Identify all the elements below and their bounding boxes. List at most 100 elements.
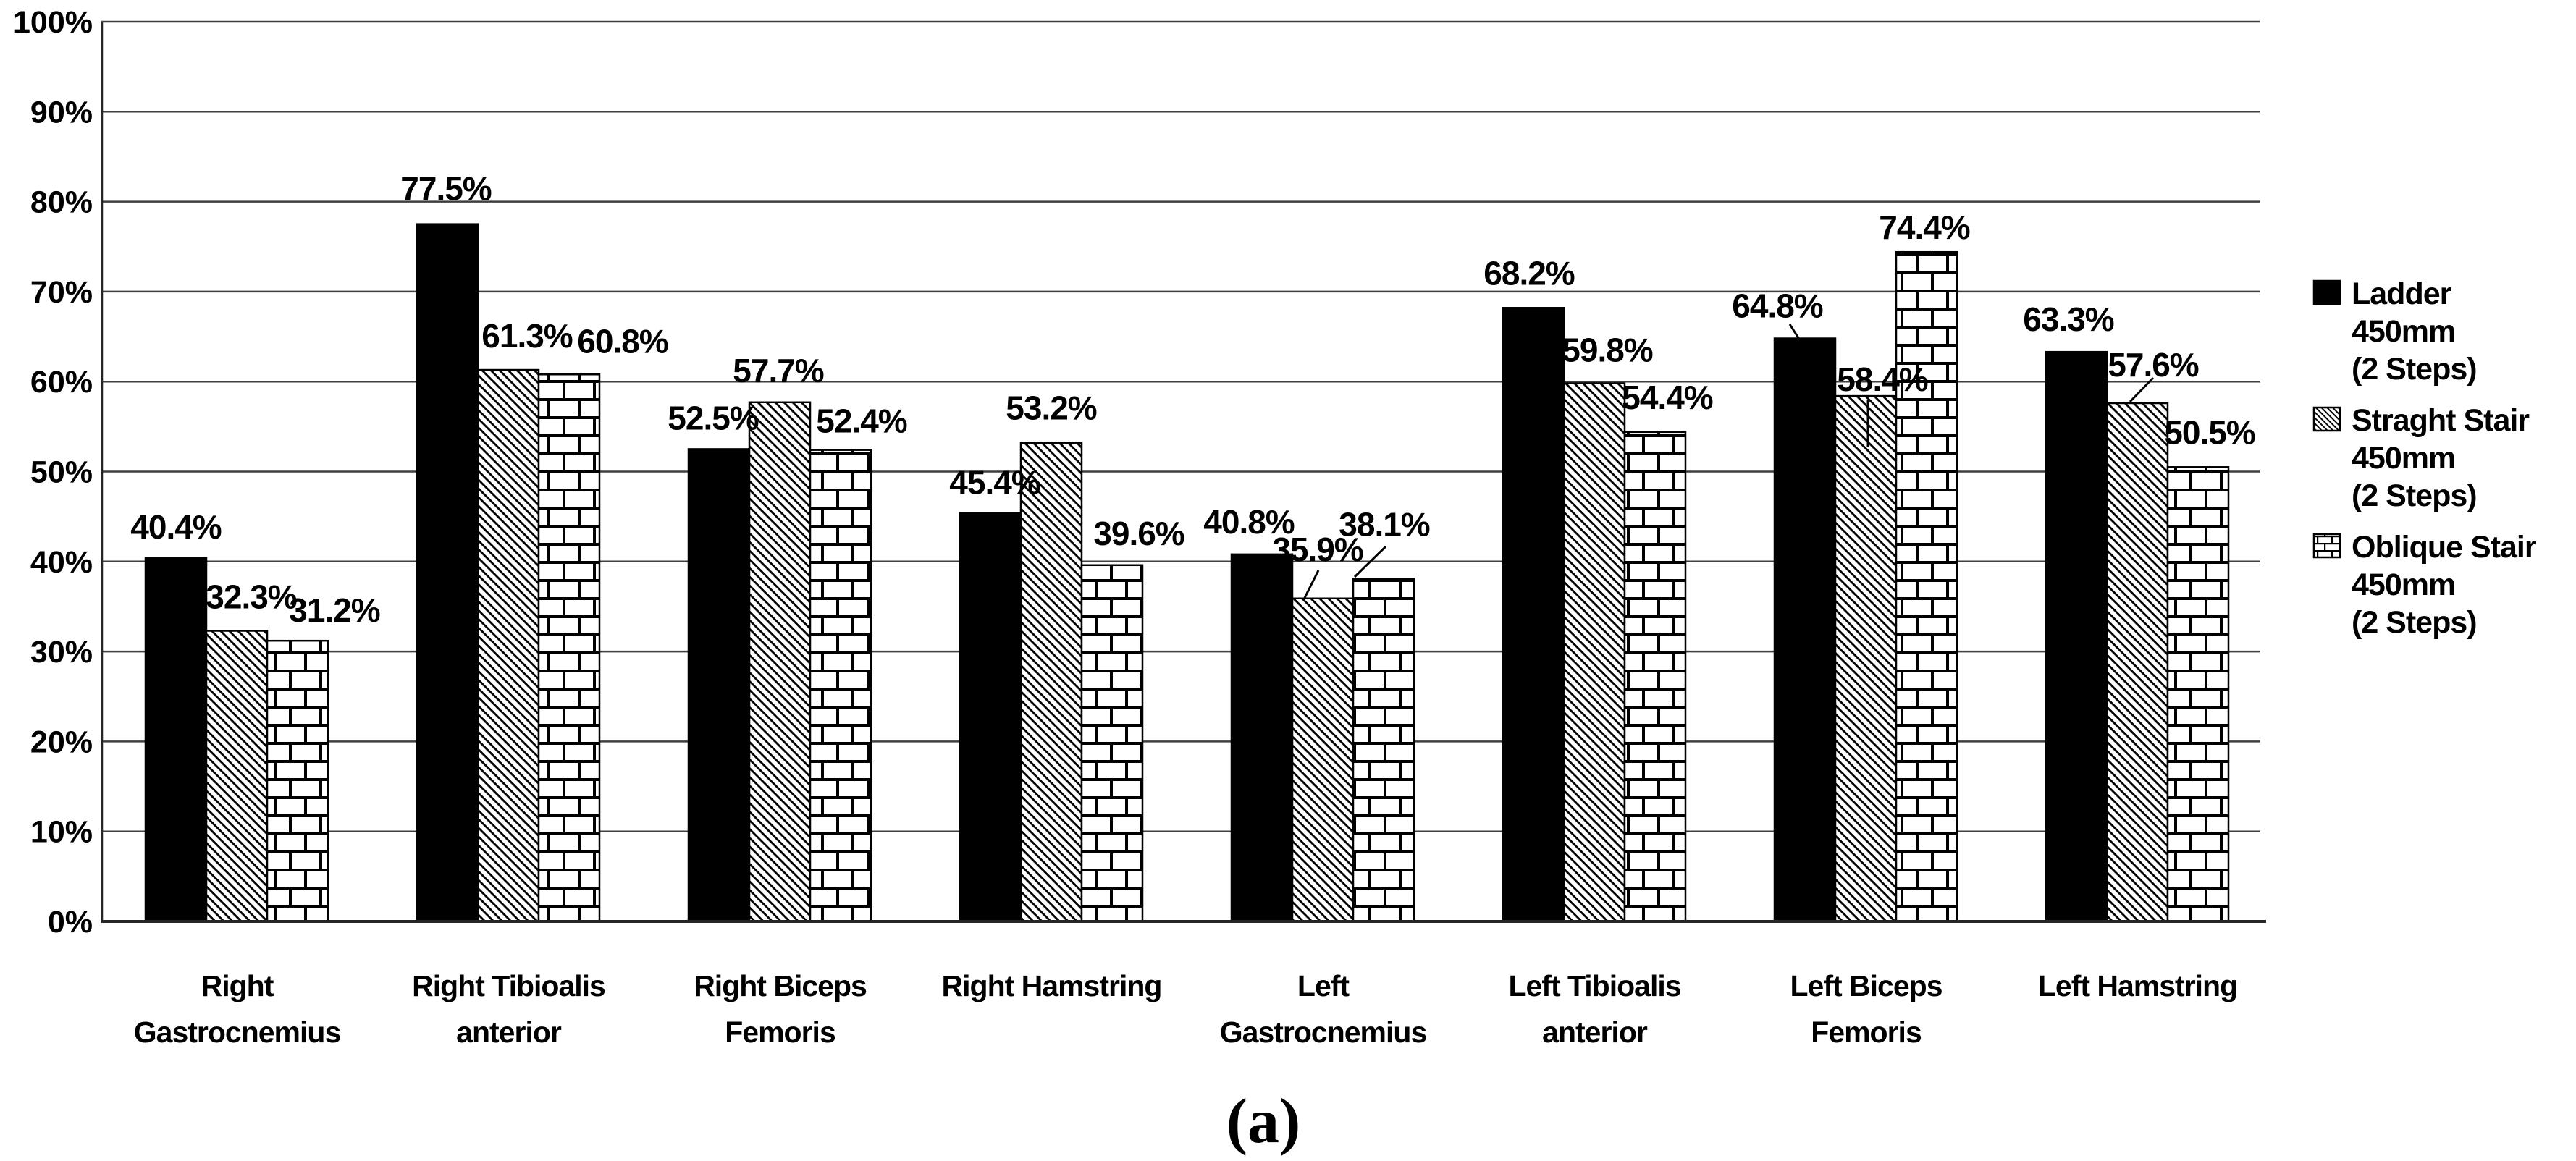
bar: [144, 557, 208, 923]
category-label: Right Biceps Femoris: [694, 969, 867, 1049]
category-label: Left Biceps Femoris: [1790, 969, 1942, 1049]
bar-label: 68.2%: [1483, 254, 1575, 292]
category-label-line: Right: [201, 969, 274, 1002]
bar-label: 40.4%: [130, 508, 222, 546]
bar-label: 35.9%: [1272, 531, 1363, 568]
bar-label: 74.4%: [1879, 208, 1970, 246]
bar: [1895, 250, 1958, 923]
y-tick-label: 80%: [30, 185, 93, 220]
bar-label: 59.8%: [1562, 332, 1653, 369]
bar-label: 53.2%: [1006, 389, 1097, 427]
y-tick-label: 10%: [30, 815, 93, 850]
legend-label-line: (2 Steps): [2352, 352, 2477, 387]
bar: [2166, 466, 2230, 923]
y-tick-label: 20%: [30, 725, 93, 759]
bar: [416, 223, 479, 923]
y-tick-label: 100%: [13, 5, 93, 40]
axes: [101, 22, 2266, 923]
bar: [205, 630, 269, 923]
y-tick-label: 60%: [30, 365, 93, 400]
bar-label: 40.8%: [1203, 503, 1295, 541]
bar-label: 58.4%: [1837, 360, 1928, 398]
category-label-line: Gastrocnemius: [1220, 1016, 1427, 1049]
category-label: Left Tibioalis anterior: [1508, 969, 1680, 1049]
legend-label-line: 450mm: [2352, 314, 2455, 349]
y-axis-tick-labels: 0% 10% 20% 30% 40% 50% 60% 70% 80% 90% 100%: [13, 5, 93, 940]
y-tick-label: 40%: [30, 545, 93, 580]
y-tick-label: 50%: [30, 455, 93, 490]
bar-label: 60.8%: [577, 322, 668, 360]
bar: [1562, 382, 1626, 923]
legend-label-line: (2 Steps): [2352, 605, 2477, 640]
category-label: Right Tibioalis anterior: [412, 969, 605, 1049]
bar: [2045, 350, 2108, 923]
bar: [1291, 597, 1355, 923]
bar: [1834, 394, 1898, 923]
bar-label: 39.6%: [1093, 515, 1184, 552]
category-label-line: anterior: [456, 1016, 562, 1049]
legend-label: Straght Stair 450mm (2 Steps): [2352, 403, 2530, 513]
bar-label: 57.6%: [2108, 346, 2199, 384]
leader-line: [1353, 545, 1387, 578]
legend-label-line: 450mm: [2352, 567, 2455, 602]
category-label-line: Gastrocnemius: [134, 1016, 341, 1049]
bar-label: 57.7%: [733, 352, 824, 389]
bar: [2105, 402, 2169, 923]
legend-label: Oblique Stair 450mm (2 Steps): [2352, 530, 2537, 640]
bar-label: 38.1%: [1339, 505, 1430, 543]
legend-label-line: 450mm: [2352, 441, 2455, 476]
bar-label: 54.4%: [1622, 379, 1713, 416]
bar: [1502, 307, 1565, 923]
category-label-line: Right Biceps: [694, 969, 867, 1002]
bar-label: 32.3%: [206, 578, 297, 616]
legend: Ladder 450mm (2 Steps)Straght Stair 450mm (2…: [2312, 276, 2538, 640]
legend-label-line: Straght Stair: [2352, 403, 2530, 438]
legend-label-line: Ladder: [2352, 276, 2452, 311]
leader-line: [2129, 376, 2155, 403]
legend-swatch-brick: [2312, 533, 2341, 559]
category-label-line: Left Hamstring: [2038, 969, 2237, 1002]
leader-line: [1788, 324, 1813, 359]
y-tick-label: 70%: [30, 275, 93, 310]
legend-label-line: (2 Steps): [2352, 478, 2477, 513]
legend-swatch-solid: [2312, 279, 2341, 305]
bar: [537, 373, 601, 923]
y-tick-label: 90%: [30, 95, 93, 130]
bar-label: 64.8%: [1732, 287, 1823, 325]
bars: [144, 223, 2230, 923]
figure-caption: (a): [1226, 1086, 1301, 1157]
category-label-line: Left Biceps: [1790, 969, 1942, 1002]
bar: [1773, 337, 1837, 923]
bar-label: 77.5%: [400, 170, 492, 208]
legend-swatch-diagonal-hatch: [2312, 406, 2341, 432]
legend-label-line: Oblique Stair: [2352, 530, 2537, 565]
bar: [959, 512, 1022, 923]
category-label-line: anterior: [1542, 1016, 1648, 1049]
bar: [1230, 553, 1294, 923]
y-tick-label: 0%: [48, 905, 93, 940]
bar: [687, 448, 751, 923]
bar-label: 52.5%: [668, 399, 759, 436]
bar: [1352, 578, 1415, 923]
category-label: Left Gastrocnemius: [1220, 969, 1427, 1049]
category-label-line: Right Hamstring: [942, 969, 1162, 1002]
label-leader-lines: [1303, 324, 2155, 599]
bar: [266, 639, 329, 923]
bar-label: 61.3%: [481, 317, 573, 355]
bar: [809, 449, 872, 923]
bar-label: 63.3%: [2023, 300, 2114, 338]
leader-line: [1303, 570, 1320, 599]
category-label-line: Left Tibioalis: [1508, 969, 1680, 1002]
x-axis-category-labels: Right Gastrocnemius Right Tibioalis anterio…: [134, 969, 2238, 1049]
bar-label: 45.4%: [949, 464, 1040, 502]
category-label-line: Femoris: [725, 1016, 835, 1049]
legend-label: Ladder 450mm (2 Steps): [2352, 276, 2477, 387]
bar-label: 52.4%: [816, 402, 907, 440]
bar: [476, 368, 540, 923]
category-label-line: Femoris: [1811, 1016, 1922, 1049]
data-labels: 40.4% 77.5% 52.5% 45.4% 40.8% 68.2% 64.8% 63.3%…: [130, 170, 2256, 630]
category-label-line: Right Tibioalis: [412, 969, 605, 1002]
category-label: Right Gastrocnemius: [134, 969, 341, 1049]
category-label: Left Hamstring: [2038, 969, 2237, 1002]
